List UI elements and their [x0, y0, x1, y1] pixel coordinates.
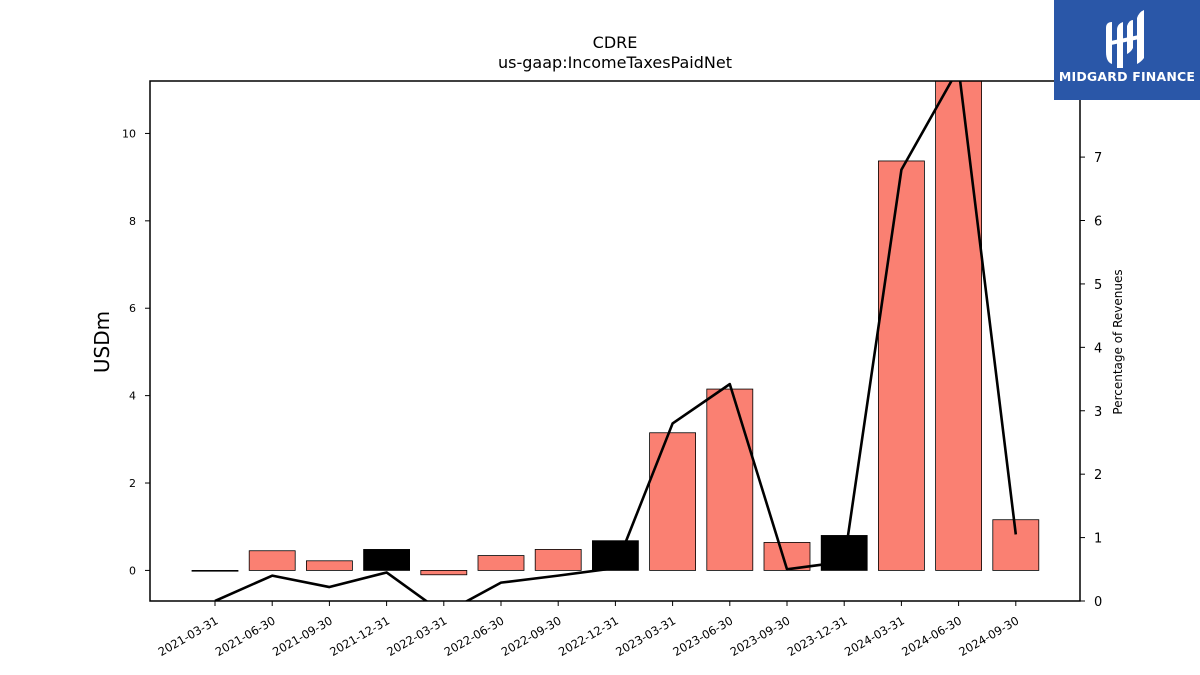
y-tick-label: 2: [129, 477, 136, 490]
midgard-finance-logo: MIDGARD FINANCE: [1054, 0, 1200, 100]
y2-tick-label: 6: [1094, 215, 1102, 230]
bar: [420, 570, 468, 576]
chart-title: CDRE: [593, 33, 638, 52]
y2-tick-label: 5: [1094, 278, 1102, 293]
y-tick-label: 4: [129, 390, 136, 403]
bar: [477, 555, 525, 571]
bar: [305, 560, 353, 571]
x-tick-label: 2022-03-31: [384, 613, 449, 659]
plot-area: 0246810012345672021-03-312021-06-302021-…: [122, 80, 1102, 659]
y-tick-label: 6: [129, 302, 136, 315]
x-tick-label: 2023-03-31: [613, 613, 678, 659]
x-tick-label: 2023-06-30: [670, 613, 735, 659]
y2-tick-label: 4: [1094, 341, 1102, 356]
bar: [534, 549, 582, 571]
x-tick-label: 2021-09-30: [270, 613, 335, 659]
bar: [191, 570, 239, 572]
x-tick-label: 2023-12-31: [785, 613, 850, 659]
bar: [649, 432, 696, 571]
bar: [706, 388, 754, 571]
logo-mark-icon: [1106, 10, 1144, 68]
bar: [935, 81, 982, 571]
data-marks: [191, 81, 1040, 601]
x-tick-label: 2024-06-30: [899, 613, 964, 659]
bar: [248, 550, 296, 571]
y2-tick-label: 0: [1094, 595, 1102, 610]
x-tick-label: 2024-09-30: [956, 613, 1021, 659]
y-tick-label: 8: [129, 215, 136, 228]
y2-tick-label: 2: [1094, 468, 1102, 483]
x-tick-label: 2021-06-30: [213, 613, 278, 659]
bar: [878, 160, 925, 571]
x-tick-label: 2022-06-30: [442, 613, 507, 659]
y-tick-label: 0: [129, 564, 136, 577]
bar: [992, 519, 1040, 571]
x-tick-label: 2023-09-30: [728, 613, 793, 659]
x-tick-label: 2024-03-31: [842, 613, 907, 659]
logo-text: MIDGARD FINANCE: [1058, 69, 1196, 84]
revenue-percentage-line: [214, 81, 1018, 601]
x-tick-label: 2022-12-31: [556, 613, 621, 659]
x-tick-label: 2021-03-31: [156, 613, 221, 659]
y2-tick-label: 3: [1094, 405, 1102, 420]
chart-subtitle: us-gaap:IncomeTaxesPaidNet: [498, 53, 732, 72]
x-tick-label: 2022-09-30: [499, 613, 564, 659]
x-tick-label: 2021-12-31: [327, 613, 392, 659]
y2-tick-label: 7: [1094, 151, 1102, 166]
y-axis-label: USDm: [90, 311, 114, 373]
y2-axis-label: Percentage of Revenues: [1111, 269, 1125, 414]
bar: [363, 549, 411, 571]
y-tick-label: 10: [122, 127, 136, 140]
y2-tick-label: 1: [1094, 532, 1102, 547]
